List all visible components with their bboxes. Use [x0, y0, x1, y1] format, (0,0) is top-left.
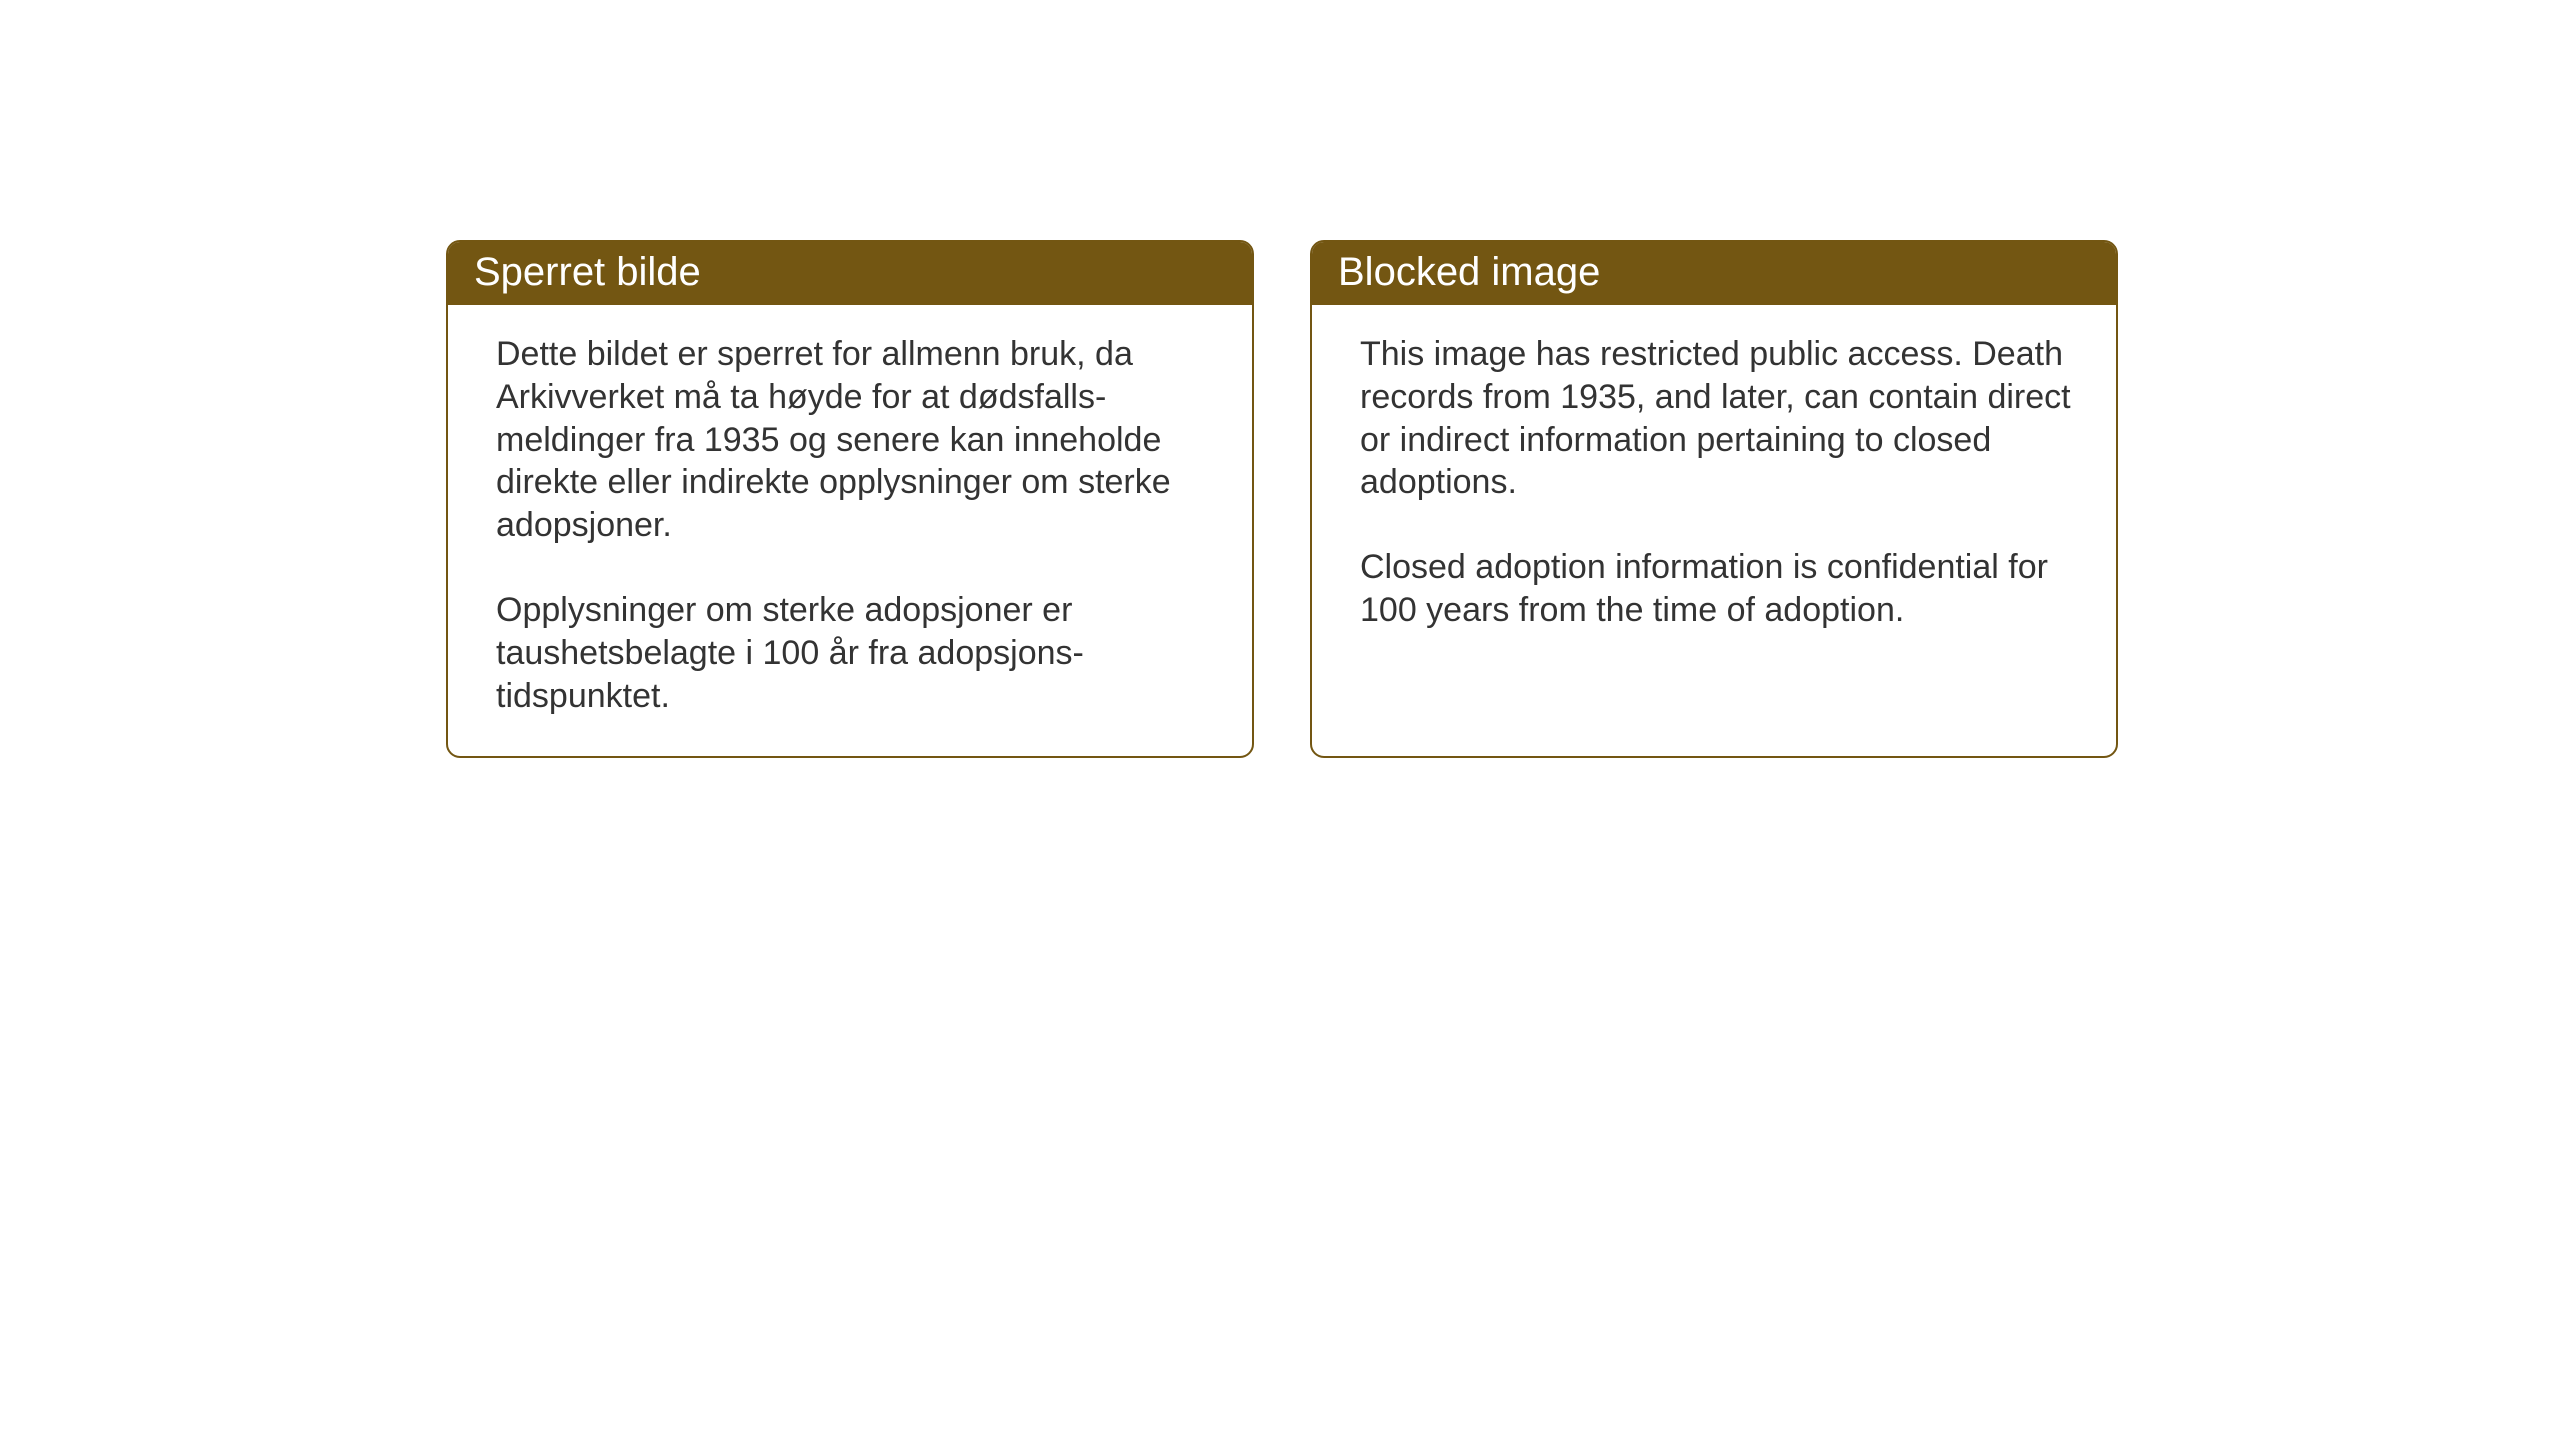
card-header-english: Blocked image: [1312, 242, 2116, 305]
card-paragraph-2-english: Closed adoption information is confident…: [1360, 546, 2076, 632]
card-title-english: Blocked image: [1338, 250, 1600, 294]
card-paragraph-2-norwegian: Opplysninger om sterke adopsjoner er tau…: [496, 589, 1212, 717]
card-paragraph-1-english: This image has restricted public access.…: [1360, 333, 2076, 504]
card-paragraph-1-norwegian: Dette bildet er sperret for allmenn bruk…: [496, 333, 1212, 547]
info-cards-container: Sperret bilde Dette bildet er sperret fo…: [446, 240, 2118, 758]
info-card-english: Blocked image This image has restricted …: [1310, 240, 2118, 758]
card-header-norwegian: Sperret bilde: [448, 242, 1252, 305]
card-body-english: This image has restricted public access.…: [1312, 305, 2116, 670]
info-card-norwegian: Sperret bilde Dette bildet er sperret fo…: [446, 240, 1254, 758]
card-body-norwegian: Dette bildet er sperret for allmenn bruk…: [448, 305, 1252, 756]
card-title-norwegian: Sperret bilde: [474, 250, 701, 294]
